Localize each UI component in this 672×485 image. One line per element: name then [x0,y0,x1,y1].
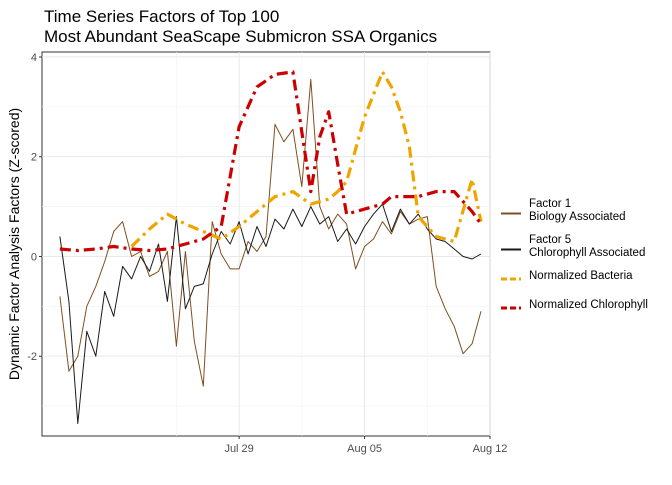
grid-lines [42,52,491,436]
legend-label-bacteria: Normalized Bacteria [529,270,633,282]
x-tick-label: Aug 05 [347,443,382,455]
x-tick-label: Aug 12 [473,443,508,455]
series-line-factor5 [59,203,482,424]
y-tick-label: 4 [31,52,37,64]
y-tick-label: 2 [31,152,37,164]
y-tick-label: -2 [27,351,37,363]
chart-title-line-1: Time Series Factors of Top 100 [44,7,279,26]
legend-label-factor1: Factor 1 [529,198,571,210]
x-tick-label: Jul 29 [224,443,253,455]
series-lines [59,70,483,424]
plot-panel [41,51,491,437]
legend-label-chlorophyll: Normalized Chlorophyll [529,299,648,311]
series-line-bacteria [130,70,483,248]
y-axis-title: Dynamic Factor Analysis Factors (Z-score… [6,108,22,380]
plot-background [41,51,491,437]
chart-title-line-2: Most Abundant SeaScape Submicron SSA Org… [44,27,437,46]
series-line-chlorophyll [59,70,483,253]
axes: -2 0 2 4 Jul 29 Aug 05 Aug 12 [27,52,507,455]
legend-label-factor1: Biology Associated [529,211,626,223]
legend-label-factor5: Factor 5 [529,234,571,246]
legend-label-factor5: Chlorophyll Associated [529,247,645,259]
y-tick-label: 0 [31,251,37,263]
series-line-factor1 [59,78,482,387]
